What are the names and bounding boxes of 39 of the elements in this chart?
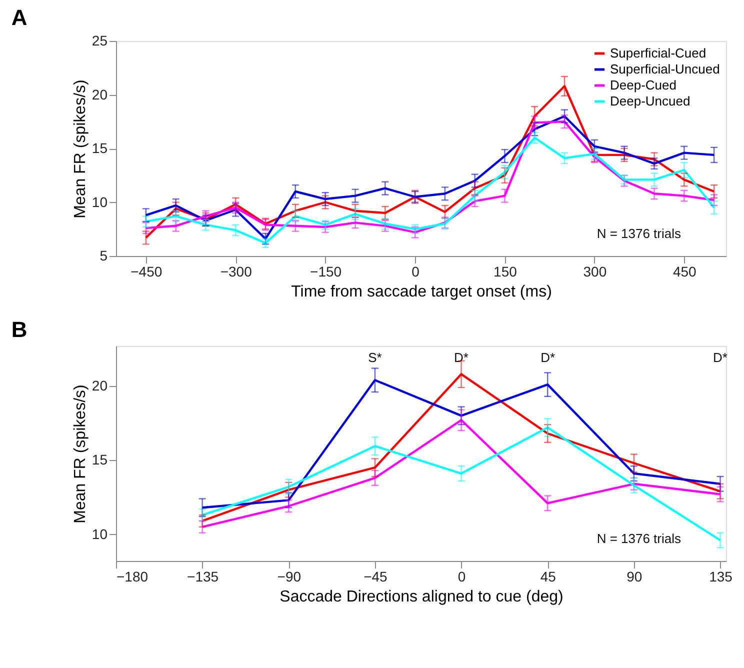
y-axis-title: Mean FR (spikes/s) — [72, 384, 89, 524]
y-tick-label: 10 — [92, 194, 108, 210]
x-tick-label: −450 — [130, 264, 162, 280]
x-tick-label: 150 — [494, 264, 518, 280]
x-tick-label: −45 — [364, 568, 388, 584]
x-axis-title: Time from saccade target onset (ms) — [291, 284, 552, 300]
legend-label: Superficial-Uncued — [610, 62, 720, 76]
x-tick-label: 450 — [672, 264, 697, 280]
annotation: D* — [540, 350, 556, 365]
annotation: N = 1376 trials — [596, 226, 682, 241]
x-tick-label: 90 — [626, 568, 642, 584]
y-tick-label: 25 — [92, 32, 108, 48]
legend-label: Superficial-Cued — [610, 46, 706, 60]
y-tick-label: 20 — [92, 86, 108, 102]
y-tick-label: 5 — [100, 248, 108, 264]
x-tick-label: −90 — [277, 568, 302, 584]
y-tick-label: 10 — [92, 526, 108, 542]
annotation: D* — [713, 350, 728, 365]
chart-title: B — [11, 317, 28, 342]
x-tick-label: 45 — [540, 568, 556, 584]
y-tick-label: 20 — [92, 378, 108, 394]
annotation: N = 1376 trials — [596, 531, 682, 546]
x-tick-label: 300 — [583, 264, 607, 280]
legend-label: Deep-Uncued — [610, 94, 690, 108]
x-tick-label: −180 — [116, 568, 148, 584]
x-tick-label: −135 — [187, 568, 219, 584]
x-axis-title: Saccade Directions aligned to cue (deg) — [280, 588, 564, 606]
y-axis-title: Mean FR (spikes/s) — [72, 80, 89, 218]
x-tick-label: 0 — [412, 264, 420, 280]
x-tick-label: 135 — [709, 568, 733, 584]
legend-label: Deep-Cued — [610, 78, 676, 92]
x-tick-label: −300 — [220, 264, 252, 280]
chart-title: A — [11, 5, 28, 30]
y-tick-label: 15 — [92, 140, 108, 156]
annotation: S* — [368, 350, 382, 365]
annotation: D* — [454, 350, 468, 365]
y-tick-label: 15 — [92, 452, 108, 468]
x-tick-label: −150 — [310, 264, 342, 280]
x-tick-label: 0 — [458, 568, 466, 584]
